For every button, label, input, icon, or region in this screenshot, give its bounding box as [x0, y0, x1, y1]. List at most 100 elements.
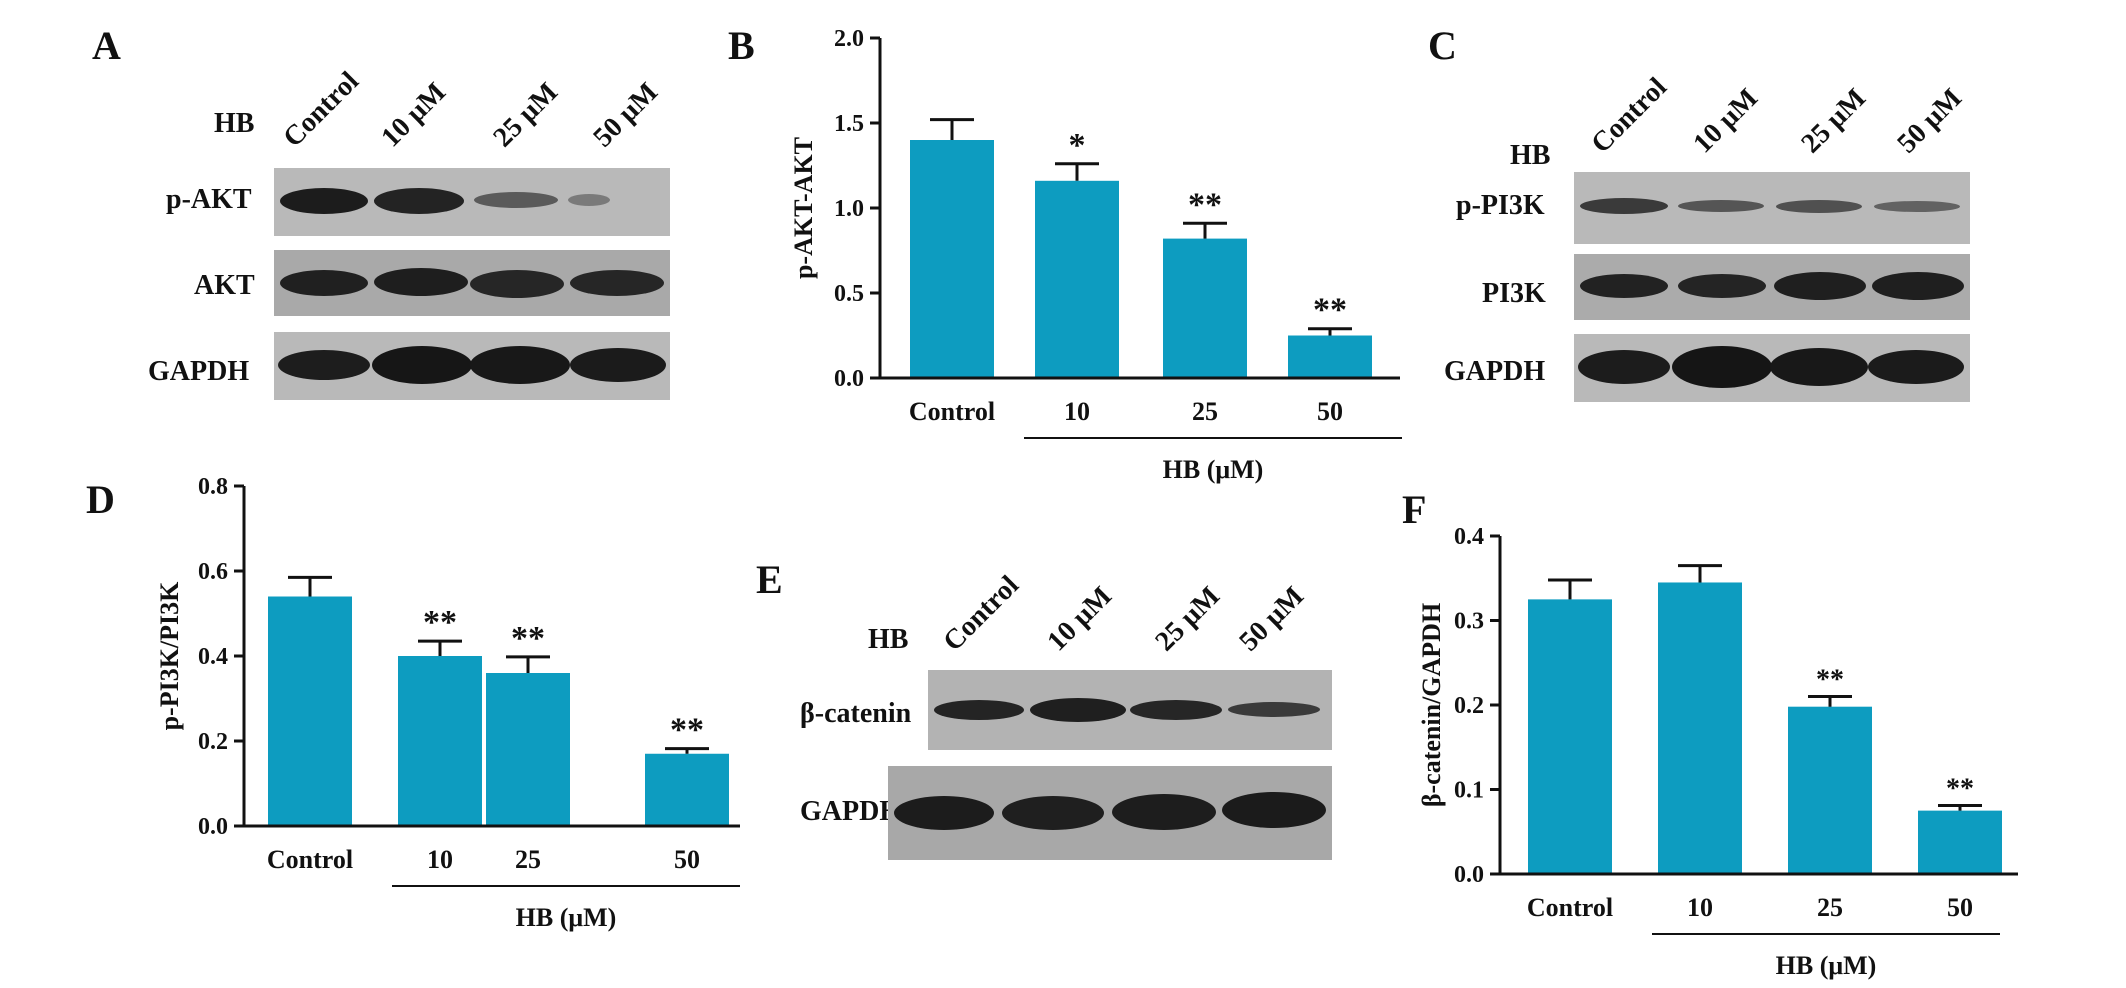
blot-band — [894, 796, 994, 830]
significance-marker: ** — [423, 604, 457, 641]
error-bar — [506, 655, 550, 673]
blot-band — [470, 270, 564, 298]
blot-e-strip-gapdh — [888, 766, 1332, 860]
x-tick-label: 25 — [1192, 397, 1218, 426]
x-tick-label: 50 — [1947, 893, 1973, 922]
blot-band — [1774, 272, 1866, 300]
bar — [1163, 238, 1247, 378]
significance-marker: ** — [1313, 292, 1347, 329]
y-tick-label: 0.2 — [198, 729, 228, 755]
y-tick-label: 0.3 — [1454, 609, 1484, 635]
blot-band — [1222, 792, 1326, 828]
y-tick-label: 0.6 — [198, 559, 228, 585]
blot-e-row-label: β-catenin — [800, 698, 912, 729]
y-tick-label: 0.2 — [1454, 693, 1484, 719]
blot-band — [372, 346, 472, 384]
bar — [1918, 810, 2002, 874]
error-bar — [1308, 327, 1352, 336]
blot-band — [278, 350, 370, 380]
y-tick-label: 1.5 — [834, 111, 864, 137]
panel-letter-d: D — [86, 477, 115, 522]
x-tick-label: 25 — [515, 845, 541, 874]
blot-band — [1580, 198, 1668, 214]
x-tick-label: Control — [267, 845, 353, 874]
blot-band — [1580, 274, 1668, 298]
blot-band — [1868, 350, 1964, 384]
blot-e-strip-beta-catenin — [928, 670, 1332, 750]
panel-letter-a: A — [92, 23, 121, 68]
significance-marker: ** — [670, 712, 704, 749]
bar — [1528, 599, 1612, 874]
x-tick-label: 25 — [1817, 893, 1843, 922]
y-tick-label: 0.4 — [198, 644, 228, 670]
blot-band — [470, 346, 570, 384]
bar — [1658, 582, 1742, 874]
x-axis-label: HB (μM) — [1776, 951, 1877, 980]
bar — [268, 596, 352, 826]
bar — [645, 753, 729, 826]
x-tick-label: 10 — [1064, 397, 1090, 426]
bar — [398, 656, 482, 826]
y-tick-label: 1.0 — [834, 196, 864, 222]
significance-marker: ** — [1816, 665, 1844, 696]
blot-band — [1030, 698, 1126, 722]
blot-band — [1002, 796, 1104, 830]
x-tick-label: 10 — [1687, 893, 1713, 922]
blot-band — [1578, 350, 1670, 384]
blot-a-strip-gapdh — [274, 332, 670, 400]
blot-band — [1228, 702, 1320, 717]
blot-c-strip-gapdh — [1574, 334, 1970, 402]
x-axis-label: HB (μM) — [516, 903, 617, 932]
bar — [486, 673, 570, 826]
bar — [1035, 180, 1119, 378]
blot-a-strip-akt — [274, 250, 670, 316]
x-tick-label: 10 — [427, 845, 453, 874]
blot-band — [280, 270, 368, 296]
y-axis-label: β-catenin/GAPDH — [1417, 603, 1446, 807]
y-tick-label: 0.8 — [198, 474, 228, 500]
blot-band — [1678, 274, 1766, 298]
blot-c-strip-p-pi3k — [1574, 172, 1970, 244]
blot-band — [1872, 272, 1964, 300]
error-bar — [1938, 804, 1982, 811]
blot-e-row-label: GAPDH — [800, 796, 902, 827]
bar — [1788, 706, 1872, 874]
blot-a-strip-p-akt — [274, 168, 670, 236]
blot-band — [1874, 201, 1960, 212]
bar — [910, 140, 994, 378]
blot-c-treatment-label: HB — [1510, 140, 1551, 171]
blot-band — [374, 188, 464, 214]
significance-marker: ** — [1946, 774, 1974, 805]
blot-band — [934, 700, 1024, 720]
blot-band — [1130, 700, 1222, 720]
y-axis-label: p-PI3K/PI3K — [155, 581, 184, 731]
blot-band — [1112, 794, 1216, 830]
blot-a-treatment-label: HB — [214, 108, 255, 139]
error-bar — [1678, 564, 1722, 583]
significance-marker: ** — [511, 620, 545, 657]
error-bar — [1548, 578, 1592, 600]
error-bar — [665, 747, 709, 754]
error-bar — [1055, 162, 1099, 181]
y-tick-label: 0.4 — [1454, 524, 1484, 550]
panel-letter-b: B — [728, 23, 755, 68]
panel-letter-f: F — [1402, 487, 1427, 532]
y-axis-label: p-AKT-AKT — [789, 137, 818, 279]
blot-band — [1672, 346, 1772, 388]
x-tick-label: Control — [1527, 893, 1613, 922]
x-tick-label: 50 — [1317, 397, 1343, 426]
bar — [1288, 335, 1372, 378]
blot-a-row-label: GAPDH — [148, 356, 250, 387]
blot-band — [374, 268, 468, 296]
x-tick-label: Control — [909, 397, 995, 426]
error-bar — [418, 639, 462, 656]
blot-e-treatment-label: HB — [868, 624, 909, 655]
panel-letter-c: C — [1428, 23, 1457, 68]
y-tick-label: 0.0 — [198, 814, 228, 840]
x-axis-label: HB (μM) — [1163, 455, 1264, 484]
blot-band — [1770, 348, 1868, 386]
significance-marker: * — [1069, 127, 1086, 164]
